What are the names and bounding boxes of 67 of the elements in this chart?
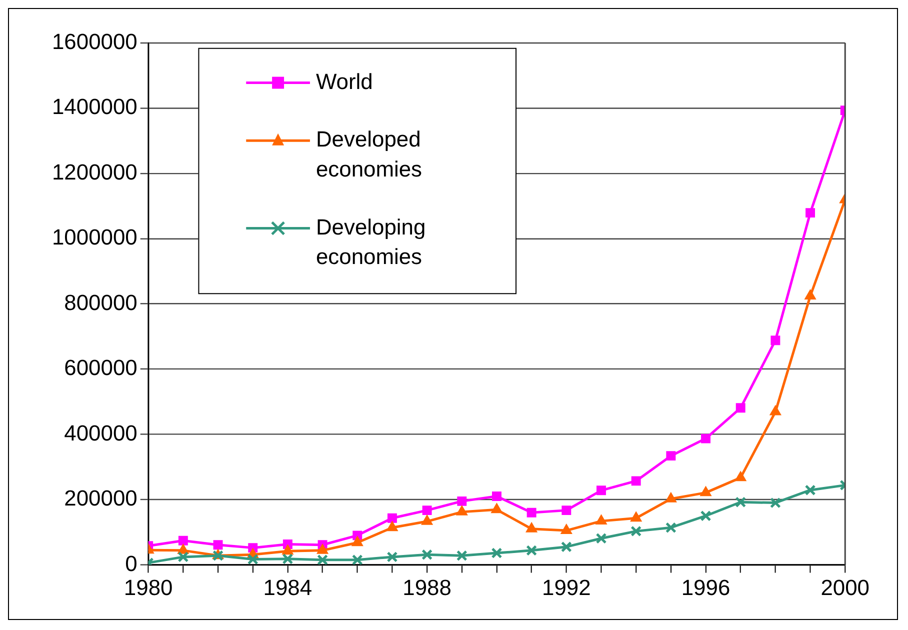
point — [734, 471, 746, 482]
point — [666, 451, 676, 461]
point — [247, 554, 258, 565]
point — [665, 492, 677, 502]
x-tick-label: 1996 — [681, 574, 730, 600]
point — [421, 514, 433, 525]
point — [770, 497, 781, 508]
point — [492, 492, 502, 502]
point — [422, 506, 432, 516]
point — [386, 551, 398, 562]
point — [804, 290, 816, 300]
point — [562, 506, 572, 516]
point — [178, 536, 188, 546]
y-tick-label: 1000000 — [52, 224, 138, 250]
y-tick-label: 600000 — [64, 355, 138, 380]
point — [701, 434, 710, 444]
point — [560, 524, 572, 534]
point — [456, 550, 468, 562]
x-tick-label: 2000 — [820, 574, 870, 600]
point — [316, 544, 328, 554]
point — [596, 532, 607, 544]
point — [386, 521, 398, 532]
point — [387, 513, 397, 523]
point — [700, 510, 712, 522]
point — [770, 405, 782, 416]
point — [422, 549, 433, 560]
point — [806, 208, 816, 218]
point — [213, 540, 223, 550]
point — [770, 336, 780, 346]
y-tick-label: 0 — [125, 550, 138, 576]
point — [456, 505, 468, 516]
point — [352, 554, 363, 565]
point — [491, 548, 502, 559]
point — [700, 486, 712, 496]
point — [736, 403, 746, 413]
y-tick-label: 800000 — [64, 290, 138, 315]
point — [282, 553, 294, 564]
y-tick-label: 1200000 — [52, 159, 138, 184]
x-tick-label: 1992 — [542, 574, 591, 600]
point — [352, 536, 364, 546]
point — [457, 496, 467, 506]
x-tick-label: 1988 — [402, 574, 452, 600]
point — [526, 522, 538, 532]
point — [596, 486, 606, 496]
point — [560, 541, 572, 552]
point — [526, 508, 536, 518]
point — [491, 503, 502, 514]
point — [282, 544, 294, 555]
point — [178, 551, 189, 562]
point — [665, 522, 676, 534]
point — [804, 484, 816, 496]
point — [630, 526, 642, 537]
point — [317, 554, 328, 565]
legend-label: Developed economies — [316, 126, 422, 182]
point — [596, 514, 607, 525]
point — [631, 476, 641, 486]
y-tick-label: 1400000 — [52, 94, 138, 120]
point — [526, 544, 538, 556]
x-tick-label: 1980 — [124, 574, 173, 600]
legend-label: Developing economies — [316, 214, 426, 270]
y-tick-label: 200000 — [64, 486, 138, 511]
y-tick-label: 1600000 — [52, 28, 138, 54]
y-tick-label: 400000 — [64, 420, 138, 446]
legend-label: World — [316, 68, 373, 94]
point — [630, 512, 642, 522]
x-tick-label: 1984 — [263, 574, 312, 600]
point — [735, 496, 746, 508]
